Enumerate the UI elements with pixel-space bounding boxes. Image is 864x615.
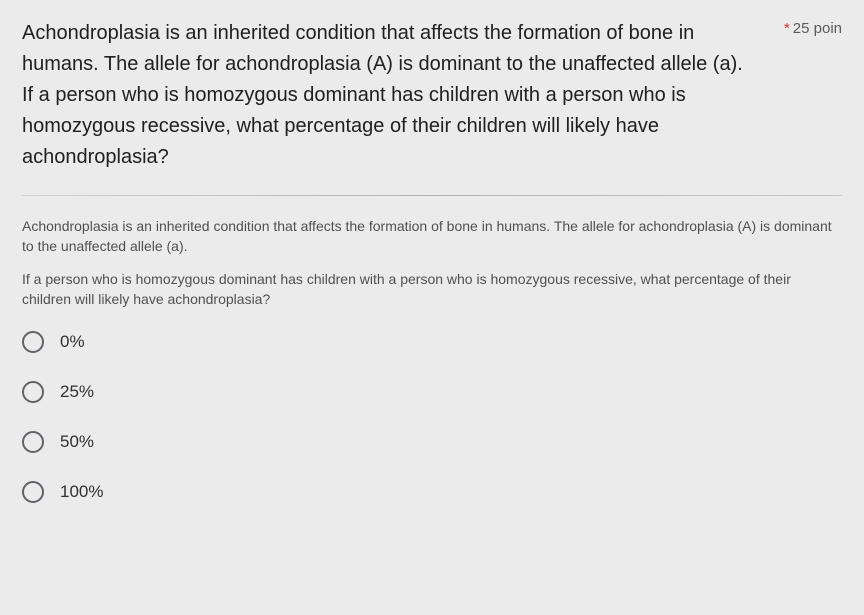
points-label: *25 poin <box>784 20 842 37</box>
divider <box>22 195 842 196</box>
radio-icon <box>22 481 44 503</box>
option-label: 50% <box>60 432 94 452</box>
radio-icon <box>22 381 44 403</box>
option-label: 25% <box>60 382 94 402</box>
sub-paragraph-1: Achondroplasia is an inherited condition… <box>22 216 842 257</box>
required-asterisk: * <box>784 20 790 37</box>
option-3[interactable]: 100% <box>22 481 842 503</box>
option-1[interactable]: 25% <box>22 381 842 403</box>
options-group: 0% 25% 50% 100% <box>22 331 842 503</box>
question-card: Achondroplasia is an inherited condition… <box>0 0 864 615</box>
option-0[interactable]: 0% <box>22 331 842 353</box>
sub-paragraph-2: If a person who is homozygous dominant h… <box>22 269 842 310</box>
radio-icon <box>22 331 44 353</box>
question-title: Achondroplasia is an inherited condition… <box>22 18 784 173</box>
option-2[interactable]: 50% <box>22 431 842 453</box>
points-text: 25 poin <box>793 20 842 37</box>
question-header: Achondroplasia is an inherited condition… <box>22 18 842 173</box>
option-label: 100% <box>60 482 103 502</box>
radio-icon <box>22 431 44 453</box>
option-label: 0% <box>60 332 85 352</box>
